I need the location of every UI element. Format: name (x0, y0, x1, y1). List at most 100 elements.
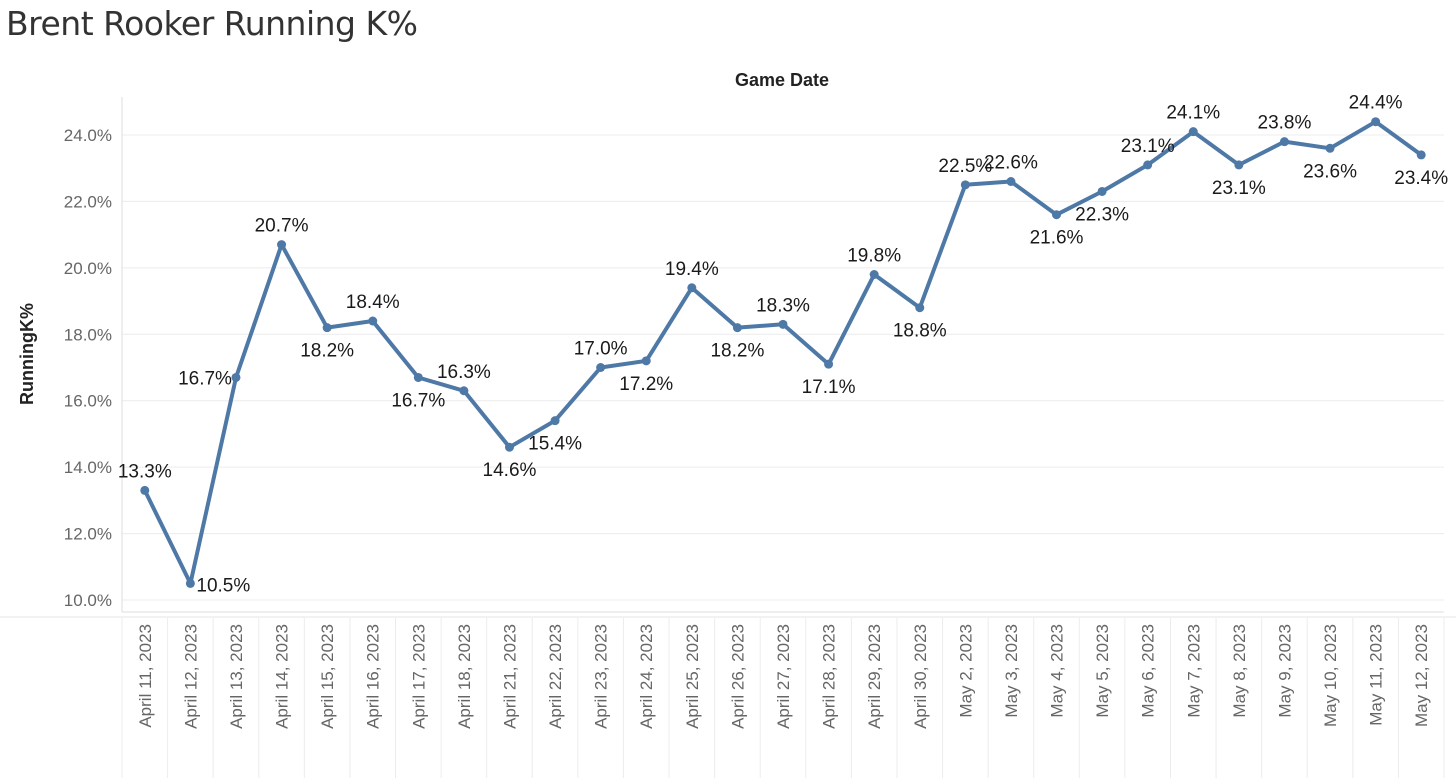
data-point (322, 323, 332, 333)
chart-title: Brent Rooker Running K% (6, 4, 418, 43)
data-label: 23.8% (1258, 113, 1312, 134)
x-axis-title: Game Date (735, 70, 829, 90)
x-tick-label: May 4, 2023 (1048, 624, 1067, 718)
data-label: 19.8% (847, 246, 901, 267)
data-point (1097, 186, 1107, 196)
x-tick-label: April 24, 2023 (637, 624, 656, 729)
data-point (550, 416, 560, 426)
data-point (231, 372, 241, 382)
data-point (1234, 160, 1244, 170)
x-tick-label: April 25, 2023 (683, 624, 702, 729)
data-label: 16.3% (437, 362, 491, 383)
y-tick-label: 16.0% (64, 392, 112, 411)
x-tick-label: May 6, 2023 (1139, 624, 1158, 718)
y-tick-label: 24.0% (64, 126, 112, 145)
y-tick-labels: 10.0% 12.0% 14.0% 16.0% 18.0% 20.0% 22.0% 24.0% (64, 126, 112, 610)
x-tick-label: April 18, 2023 (455, 624, 474, 729)
data-label: 22.3% (1075, 204, 1129, 225)
data-point (459, 386, 469, 396)
y-tick-label: 14.0% (64, 458, 112, 477)
data-label: 23.4% (1394, 168, 1448, 189)
data-point (1279, 137, 1289, 147)
data-label: 18.2% (710, 341, 764, 362)
data-point (277, 240, 287, 250)
x-tick-label: April 27, 2023 (774, 624, 793, 729)
data-label: 18.3% (756, 295, 810, 316)
data-point (1416, 150, 1426, 160)
x-tick-label: April 17, 2023 (409, 624, 428, 729)
data-label: 18.4% (346, 292, 400, 313)
y-axis-title: RunningK% (17, 303, 37, 405)
x-tick-label: April 12, 2023 (181, 624, 200, 729)
x-tick-label: April 26, 2023 (728, 624, 747, 729)
data-label: 18.2% (300, 341, 354, 362)
data-label: 10.5% (196, 575, 250, 596)
x-tick-label: May 3, 2023 (1002, 624, 1021, 718)
data-point (687, 283, 697, 293)
data-point (596, 363, 606, 372)
x-tick-label: April 28, 2023 (820, 624, 839, 729)
x-tick-label: May 8, 2023 (1230, 624, 1249, 718)
x-tick-label: May 9, 2023 (1275, 624, 1294, 718)
data-label: 22.6% (984, 153, 1038, 174)
data-point (824, 359, 834, 369)
data-labels: 13.3% 10.5% 16.7% 20.7% 18.2% 18.4% 16.7% 16.3%… (118, 93, 1448, 597)
data-point (413, 372, 423, 382)
gridlines (122, 134, 1444, 601)
y-tick-label: 22.0% (64, 192, 112, 211)
data-label: 23.1% (1212, 178, 1266, 199)
data-label: 14.6% (483, 460, 537, 481)
data-point (960, 180, 970, 190)
data-point (185, 578, 195, 588)
data-label: 17.2% (619, 374, 673, 395)
data-point (1143, 160, 1153, 170)
x-tick-label: April 30, 2023 (911, 624, 930, 729)
data-point (1006, 177, 1016, 186)
data-point (1188, 127, 1198, 137)
data-point (368, 316, 378, 326)
x-tick-label: April 13, 2023 (227, 624, 246, 729)
data-label: 15.4% (528, 434, 582, 455)
data-point (732, 323, 742, 333)
x-tick-label: April 22, 2023 (546, 624, 565, 729)
data-label: 17.0% (574, 339, 628, 360)
data-label: 24.4% (1349, 93, 1403, 114)
x-tick-label: May 2, 2023 (956, 624, 975, 718)
data-label: 22.5% (938, 156, 992, 177)
y-tick-label: 12.0% (64, 525, 112, 544)
data-label: 20.7% (255, 216, 309, 237)
data-label: 21.6% (1030, 228, 1084, 249)
x-tick-label: May 7, 2023 (1184, 624, 1203, 718)
data-point (140, 485, 150, 495)
data-label: 16.7% (391, 390, 445, 411)
data-point (1052, 210, 1062, 220)
data-point (641, 356, 651, 366)
y-tick-label: 20.0% (64, 259, 112, 278)
x-tick-label: April 15, 2023 (318, 624, 337, 729)
data-label: 17.1% (802, 377, 856, 398)
x-tick-label: April 23, 2023 (592, 624, 611, 729)
data-label: 23.6% (1303, 161, 1357, 182)
data-point (504, 442, 514, 452)
data-label: 16.7% (178, 368, 232, 389)
data-point (778, 319, 788, 329)
data-label: 13.3% (118, 461, 172, 482)
x-tick-label: May 11, 2023 (1367, 624, 1386, 726)
y-tick-label: 10.0% (64, 591, 112, 610)
data-point (869, 270, 879, 279)
data-point (1371, 117, 1381, 127)
data-points (140, 117, 1426, 588)
data-label: 19.4% (665, 259, 719, 280)
x-tick-label: April 14, 2023 (273, 624, 292, 729)
x-tick-label: April 29, 2023 (865, 624, 884, 729)
x-tick-label: May 12, 2023 (1412, 624, 1431, 727)
x-tick-label: April 21, 2023 (501, 624, 520, 729)
x-tick-label: May 5, 2023 (1093, 624, 1112, 718)
data-point (915, 303, 925, 313)
data-point (1325, 143, 1335, 153)
axes (0, 97, 1456, 778)
y-tick-label: 18.0% (64, 325, 112, 344)
x-tick-label: April 11, 2023 (136, 624, 155, 728)
x-tick-labels: April 11, 2023 April 12, 2023 April 13, 20… (136, 624, 1431, 729)
